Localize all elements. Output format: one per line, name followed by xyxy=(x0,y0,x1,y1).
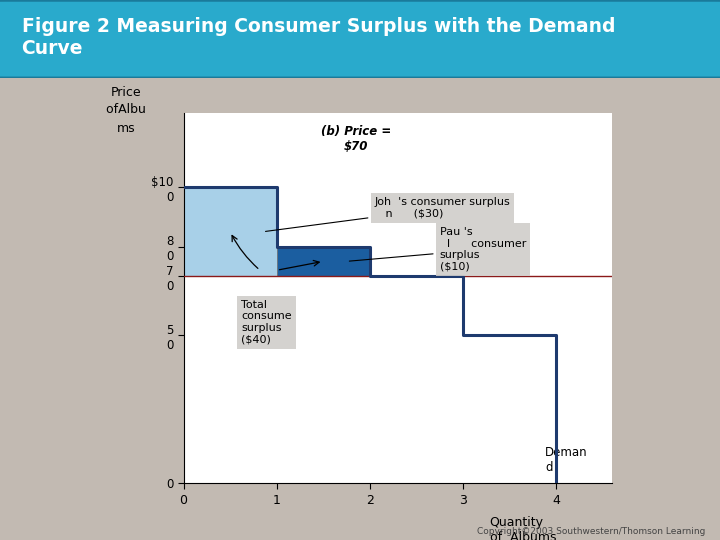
Text: ms: ms xyxy=(117,122,135,134)
Text: (b) Price =
$70: (b) Price = $70 xyxy=(321,125,391,153)
Text: Quantity
of  Albums: Quantity of Albums xyxy=(490,516,556,540)
Text: Deman
d: Deman d xyxy=(545,446,588,474)
Text: Joh  's consumer surplus
   n      ($30): Joh 's consumer surplus n ($30) xyxy=(266,197,510,232)
Text: Copyright©2003 Southwestern/Thomson Learning: Copyright©2003 Southwestern/Thomson Lear… xyxy=(477,526,706,536)
Bar xyxy=(184,187,276,276)
FancyBboxPatch shape xyxy=(0,0,720,78)
Text: Total
consume
surplus
($40): Total consume surplus ($40) xyxy=(241,300,292,345)
Text: Pau 's
  l      consumer
surplus
($10): Pau 's l consumer surplus ($10) xyxy=(349,227,526,272)
Text: Figure 2 Measuring Consumer Surplus with the Demand
Curve: Figure 2 Measuring Consumer Surplus with… xyxy=(22,17,615,58)
Text: Price: Price xyxy=(111,86,141,99)
Text: of​Albu: of​Albu xyxy=(106,103,146,116)
Bar xyxy=(276,247,370,276)
